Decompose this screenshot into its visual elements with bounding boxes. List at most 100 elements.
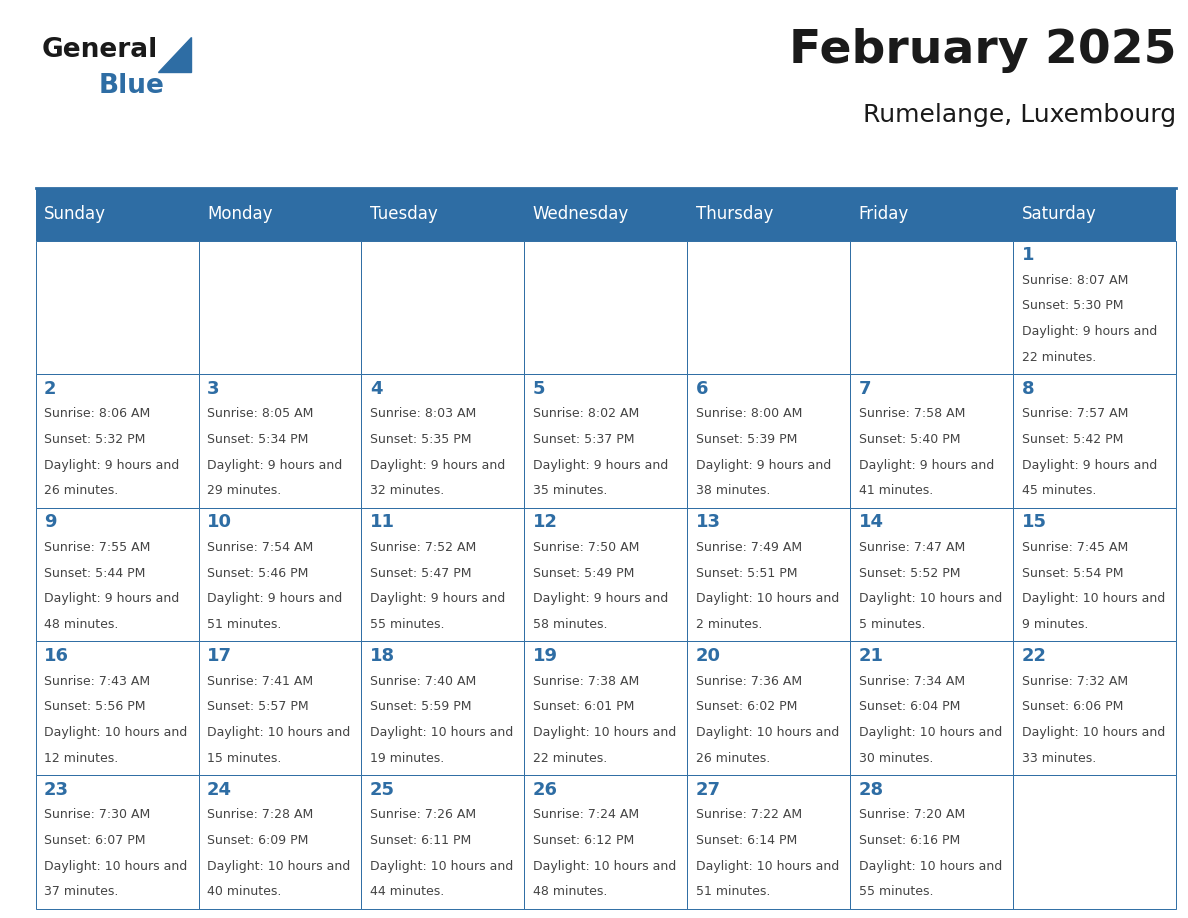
Text: Sunrise: 7:52 AM: Sunrise: 7:52 AM: [369, 541, 476, 554]
Text: Sunset: 6:02 PM: Sunset: 6:02 PM: [696, 700, 797, 713]
Text: Daylight: 10 hours and: Daylight: 10 hours and: [859, 592, 1001, 605]
Text: 58 minutes.: 58 minutes.: [532, 618, 607, 631]
Bar: [1013, 508, 1176, 642]
Text: Sunset: 6:11 PM: Sunset: 6:11 PM: [369, 834, 472, 847]
Text: 25: 25: [369, 780, 394, 799]
Text: Daylight: 10 hours and: Daylight: 10 hours and: [44, 859, 188, 873]
Text: Daylight: 10 hours and: Daylight: 10 hours and: [859, 859, 1001, 873]
Text: Sunrise: 7:24 AM: Sunrise: 7:24 AM: [532, 808, 639, 822]
Text: Sunset: 5:47 PM: Sunset: 5:47 PM: [369, 566, 472, 579]
Bar: [198, 375, 361, 508]
Polygon shape: [158, 37, 191, 72]
Text: Sunset: 6:04 PM: Sunset: 6:04 PM: [859, 700, 960, 713]
Bar: [198, 642, 361, 775]
Text: Sunrise: 7:50 AM: Sunrise: 7:50 AM: [532, 541, 639, 554]
Text: Daylight: 9 hours and: Daylight: 9 hours and: [44, 592, 179, 605]
Text: Daylight: 10 hours and: Daylight: 10 hours and: [859, 726, 1001, 739]
Text: Sunrise: 7:32 AM: Sunrise: 7:32 AM: [1022, 675, 1127, 688]
Text: Sunset: 5:52 PM: Sunset: 5:52 PM: [859, 566, 960, 579]
Text: Daylight: 10 hours and: Daylight: 10 hours and: [1022, 592, 1164, 605]
Bar: [361, 775, 524, 909]
Text: 51 minutes.: 51 minutes.: [696, 885, 770, 899]
Text: 12: 12: [532, 513, 557, 532]
Text: Sunset: 5:34 PM: Sunset: 5:34 PM: [207, 433, 308, 446]
Bar: [688, 775, 851, 909]
Text: 5 minutes.: 5 minutes.: [859, 618, 925, 631]
Text: Sunrise: 7:47 AM: Sunrise: 7:47 AM: [859, 541, 965, 554]
Text: Saturday: Saturday: [1022, 206, 1097, 223]
Text: Blue: Blue: [99, 73, 164, 99]
Text: Sunset: 5:37 PM: Sunset: 5:37 PM: [532, 433, 634, 446]
Text: 16: 16: [44, 647, 69, 665]
Text: Sunrise: 7:28 AM: Sunrise: 7:28 AM: [207, 808, 314, 822]
Text: Sunset: 5:40 PM: Sunset: 5:40 PM: [859, 433, 960, 446]
Text: Sunset: 5:39 PM: Sunset: 5:39 PM: [696, 433, 797, 446]
Bar: [1013, 241, 1176, 375]
Text: Daylight: 10 hours and: Daylight: 10 hours and: [207, 859, 350, 873]
Text: Sunset: 5:32 PM: Sunset: 5:32 PM: [44, 433, 145, 446]
Text: Sunrise: 7:26 AM: Sunrise: 7:26 AM: [369, 808, 476, 822]
Text: 23: 23: [44, 780, 69, 799]
Text: Sunrise: 7:30 AM: Sunrise: 7:30 AM: [44, 808, 150, 822]
Text: Sunset: 6:07 PM: Sunset: 6:07 PM: [44, 834, 145, 847]
Bar: [851, 508, 1013, 642]
Text: Sunset: 6:14 PM: Sunset: 6:14 PM: [696, 834, 797, 847]
Text: Sunset: 5:35 PM: Sunset: 5:35 PM: [369, 433, 472, 446]
Text: 3: 3: [207, 380, 220, 397]
Text: Sunrise: 7:43 AM: Sunrise: 7:43 AM: [44, 675, 150, 688]
Text: 15: 15: [1022, 513, 1047, 532]
Text: Sunset: 5:57 PM: Sunset: 5:57 PM: [207, 700, 309, 713]
Text: Sunday: Sunday: [44, 206, 106, 223]
Text: 55 minutes.: 55 minutes.: [859, 885, 933, 899]
Text: Sunrise: 8:02 AM: Sunrise: 8:02 AM: [532, 408, 639, 420]
Text: Monday: Monday: [207, 206, 272, 223]
Bar: [1013, 375, 1176, 508]
Bar: [361, 508, 524, 642]
Text: 45 minutes.: 45 minutes.: [1022, 485, 1095, 498]
Bar: [36, 241, 198, 375]
Bar: [688, 188, 851, 241]
Bar: [36, 508, 198, 642]
Text: 22 minutes.: 22 minutes.: [1022, 351, 1095, 364]
Bar: [524, 508, 688, 642]
Bar: [361, 642, 524, 775]
Bar: [524, 241, 688, 375]
Bar: [1013, 642, 1176, 775]
Text: Daylight: 9 hours and: Daylight: 9 hours and: [859, 459, 994, 472]
Text: Sunset: 5:56 PM: Sunset: 5:56 PM: [44, 700, 145, 713]
Text: Sunset: 6:16 PM: Sunset: 6:16 PM: [859, 834, 960, 847]
Text: Tuesday: Tuesday: [369, 206, 437, 223]
Text: Sunset: 6:12 PM: Sunset: 6:12 PM: [532, 834, 634, 847]
Text: Daylight: 10 hours and: Daylight: 10 hours and: [369, 726, 513, 739]
Bar: [361, 188, 524, 241]
Text: Sunset: 5:30 PM: Sunset: 5:30 PM: [1022, 299, 1123, 312]
Text: 41 minutes.: 41 minutes.: [859, 485, 933, 498]
Bar: [36, 775, 198, 909]
Text: Sunset: 5:59 PM: Sunset: 5:59 PM: [369, 700, 472, 713]
Bar: [198, 775, 361, 909]
Text: Daylight: 9 hours and: Daylight: 9 hours and: [207, 592, 342, 605]
Text: 2 minutes.: 2 minutes.: [696, 618, 762, 631]
Text: 4: 4: [369, 380, 383, 397]
Text: Daylight: 9 hours and: Daylight: 9 hours and: [1022, 459, 1157, 472]
Text: Thursday: Thursday: [696, 206, 773, 223]
Text: 2: 2: [44, 380, 57, 397]
Text: General: General: [42, 37, 158, 62]
Text: Wednesday: Wednesday: [532, 206, 628, 223]
Text: Sunrise: 7:49 AM: Sunrise: 7:49 AM: [696, 541, 802, 554]
Text: Daylight: 10 hours and: Daylight: 10 hours and: [532, 859, 676, 873]
Text: Daylight: 10 hours and: Daylight: 10 hours and: [696, 859, 839, 873]
Text: 32 minutes.: 32 minutes.: [369, 485, 444, 498]
Bar: [851, 241, 1013, 375]
Bar: [361, 241, 524, 375]
Text: 9: 9: [44, 513, 57, 532]
Bar: [198, 241, 361, 375]
Text: Sunrise: 7:57 AM: Sunrise: 7:57 AM: [1022, 408, 1127, 420]
Bar: [851, 775, 1013, 909]
Text: 1: 1: [1022, 246, 1034, 264]
Text: Sunrise: 7:38 AM: Sunrise: 7:38 AM: [532, 675, 639, 688]
Text: 6: 6: [696, 380, 708, 397]
Text: Sunrise: 7:41 AM: Sunrise: 7:41 AM: [207, 675, 312, 688]
Text: Sunrise: 7:22 AM: Sunrise: 7:22 AM: [696, 808, 802, 822]
Text: Daylight: 9 hours and: Daylight: 9 hours and: [696, 459, 830, 472]
